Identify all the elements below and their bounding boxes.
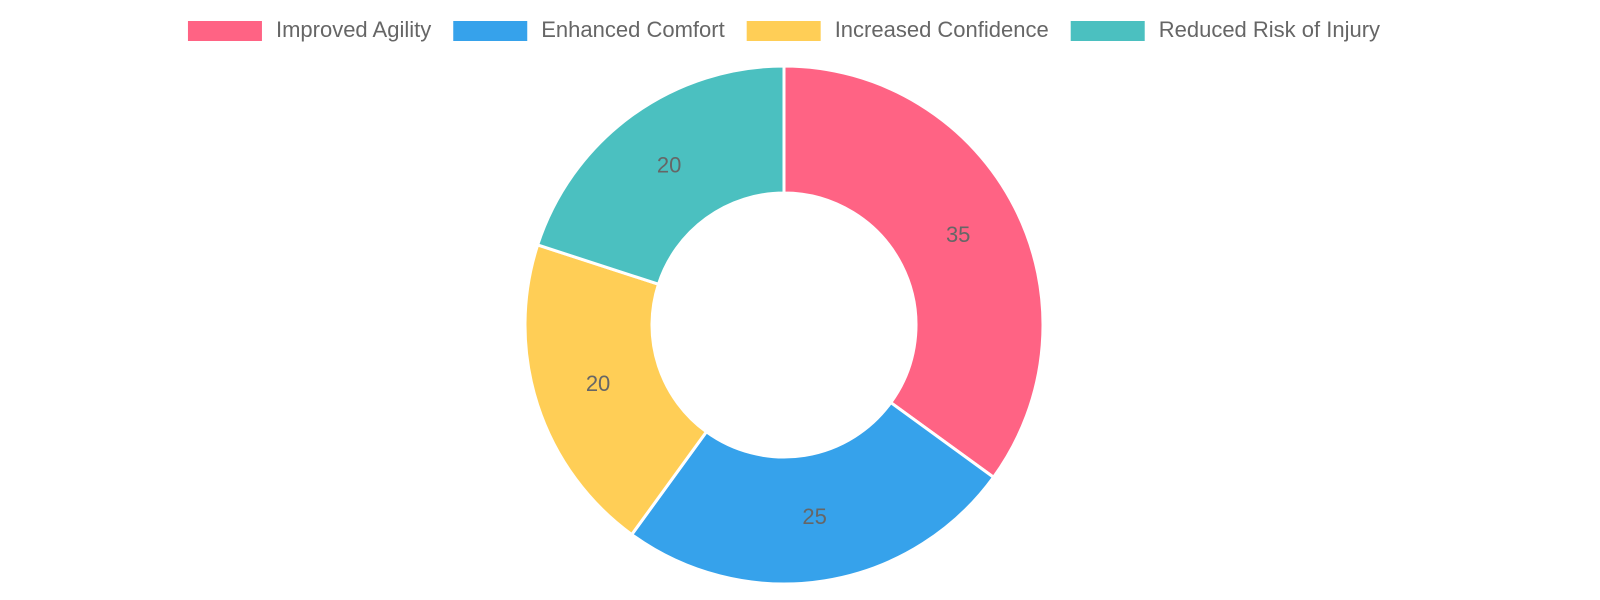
legend-swatch — [746, 21, 821, 41]
data-label: 25 — [802, 504, 826, 529]
data-label: 20 — [657, 153, 681, 178]
legend-label: Increased Confidence — [835, 17, 1049, 42]
slice — [523, 243, 709, 537]
legend-swatch — [453, 21, 528, 41]
data-label: 35 — [946, 222, 970, 247]
slice — [782, 64, 1045, 480]
legend-label: Improved Agility — [276, 17, 431, 42]
data-label: 20 — [586, 371, 610, 396]
legend-label: Enhanced Comfort — [541, 17, 724, 42]
slice — [535, 64, 786, 287]
legend-label: Reduced Risk of Injury — [1159, 17, 1380, 42]
legend-swatch — [1070, 21, 1145, 41]
legend-swatch — [187, 21, 262, 41]
slice — [629, 400, 996, 586]
